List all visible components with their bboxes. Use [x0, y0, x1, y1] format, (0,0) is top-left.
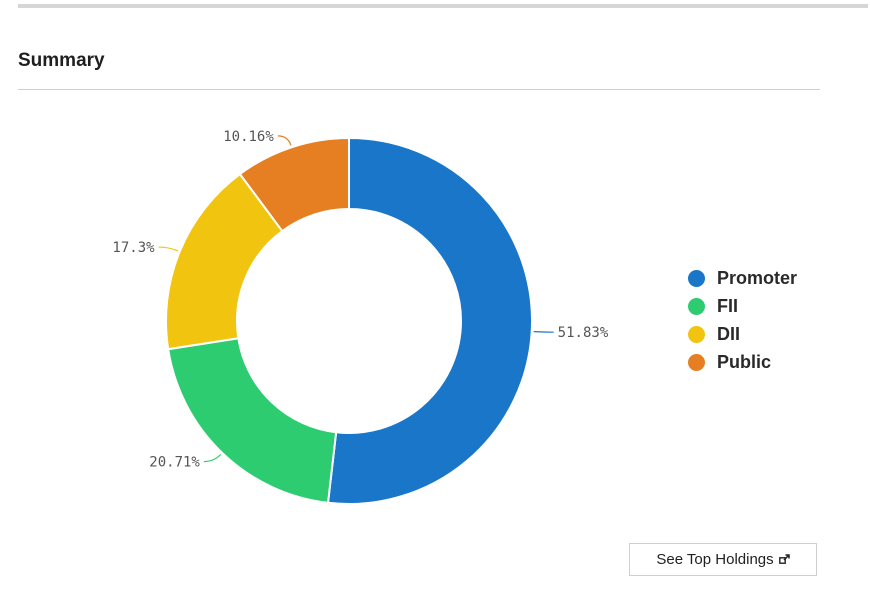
- top-divider: [18, 4, 868, 8]
- chart-legend: Promoter FII DII Public: [688, 264, 797, 376]
- donut-slice-fii[interactable]: [167, 337, 338, 504]
- legend-label: Promoter: [717, 267, 798, 288]
- section-title: Summary: [18, 50, 105, 71]
- legend-swatch: [688, 353, 705, 371]
- donut-slice-promoter[interactable]: [326, 136, 533, 505]
- data-label: 10.16%: [223, 129, 274, 145]
- label-connector: [158, 246, 179, 252]
- title-divider: [18, 89, 820, 90]
- label-connector: [533, 331, 554, 333]
- data-label: 51.83%: [558, 325, 609, 341]
- see-top-holdings-label: See Top Holdings: [656, 551, 774, 568]
- legend-item-public[interactable]: Public: [688, 348, 797, 376]
- data-label: 20.71%: [149, 455, 200, 471]
- label-connector: [203, 453, 222, 463]
- legend-swatch: [688, 297, 705, 315]
- donut-slice-public[interactable]: [238, 136, 350, 233]
- see-top-holdings-button[interactable]: See Top Holdings: [629, 543, 817, 576]
- legend-swatch: [688, 325, 705, 343]
- legend-item-dii[interactable]: DII: [688, 320, 797, 348]
- external-link-icon: [778, 554, 790, 564]
- legend-label: DII: [717, 323, 741, 344]
- legend-item-fii[interactable]: FII: [688, 292, 797, 320]
- legend-swatch: [688, 269, 705, 287]
- label-connector: [277, 135, 292, 146]
- legend-item-promoter[interactable]: Promoter: [688, 264, 797, 292]
- data-label: 17.3%: [112, 240, 155, 256]
- legend-label: Public: [717, 351, 772, 372]
- legend-label: FII: [717, 295, 738, 316]
